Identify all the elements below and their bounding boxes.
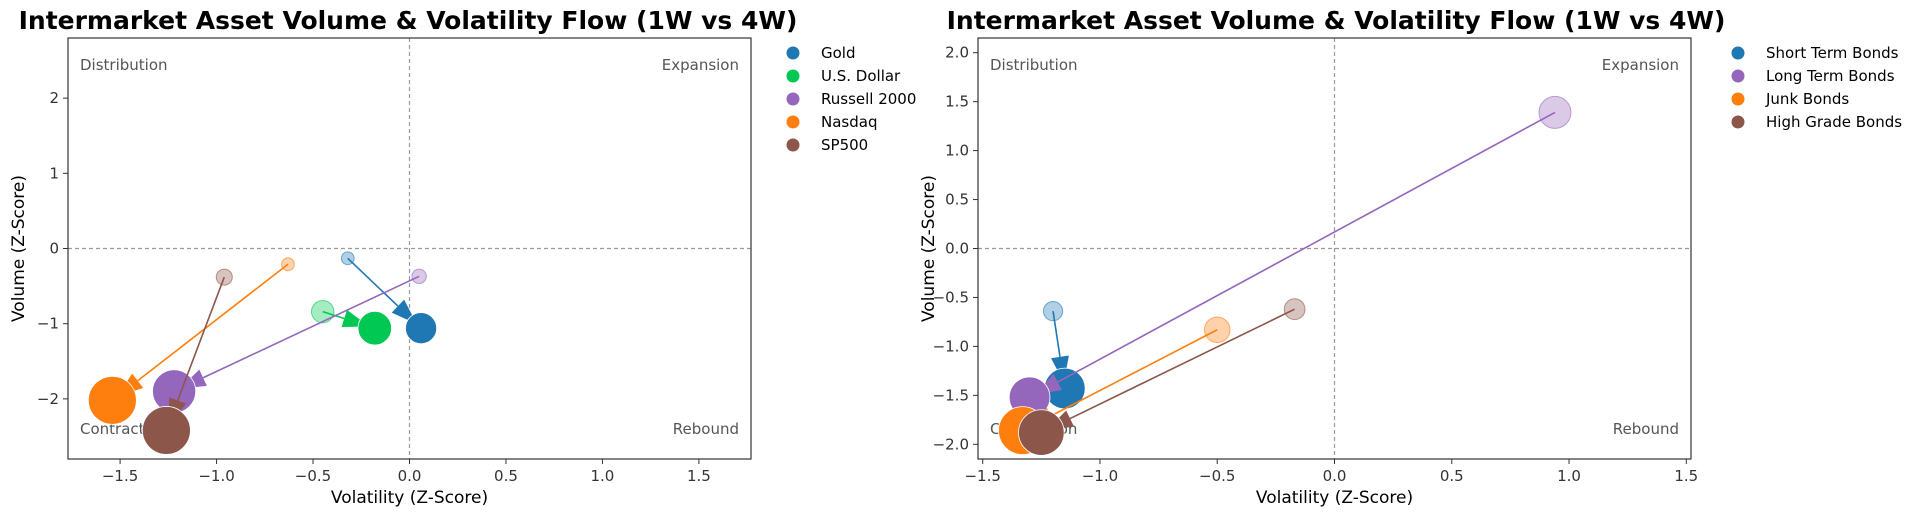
flow-arrow-line <box>1052 311 1061 357</box>
legend-entry: SP500 <box>821 136 868 154</box>
x-tick-label: −1.5 <box>964 467 1000 485</box>
legend-entry: High Grade Bonds <box>1766 113 1902 131</box>
y-tick-label: 2.0 <box>945 44 969 62</box>
legend-entry: Gold <box>821 44 856 62</box>
legend-marker <box>786 138 800 152</box>
legend: Short Term Bonds Long Term Bonds Junk Bond… <box>1731 44 1902 131</box>
x-tick-label: 0.0 <box>398 467 422 485</box>
x-tick-label: −1.0 <box>1082 467 1118 485</box>
y-tick-label: −2.0 <box>933 435 969 453</box>
y-tick-label: 1.0 <box>945 142 969 160</box>
flow-arrow-line <box>137 263 289 382</box>
flow-arrow-line <box>322 310 345 320</box>
y-tick-label: 0.5 <box>945 191 969 209</box>
flow-arrow-line <box>1050 329 1218 417</box>
series-sp500 <box>141 268 233 455</box>
legend-marker <box>786 46 800 60</box>
legend-marker <box>786 92 800 106</box>
legend-entry: U.S. Dollar <box>821 67 901 85</box>
bubble-end-1w <box>1018 409 1065 456</box>
chart-panel-1: Intermarket Asset Volume & Volatility Fl… <box>9 6 916 508</box>
quadrant-label-expansion: Expansion <box>1602 56 1679 74</box>
y-tick-label: −0.5 <box>933 288 969 306</box>
bubble-start-4w <box>310 299 335 324</box>
legend-marker <box>786 115 800 129</box>
series-nasdaq <box>87 257 295 425</box>
quadrant-label-rebound: Rebound <box>1613 420 1679 438</box>
flow-arrow-line <box>1069 308 1295 420</box>
legend-entry: Short Term Bonds <box>1766 44 1899 62</box>
legend-marker <box>786 69 800 83</box>
y-tick-label: 2 <box>49 89 59 107</box>
quadrant-label-rebound: Rebound <box>673 420 739 438</box>
flow-arrow-line <box>347 257 399 307</box>
quadrant-label-expansion: Expansion <box>662 56 739 74</box>
bubble-end-1w <box>141 406 191 455</box>
series-high-grade-bonds <box>1018 298 1306 456</box>
y-axis-label: Volume (Z-Score) <box>919 175 939 322</box>
legend-marker <box>1731 115 1745 129</box>
x-axis-label: Volatility (Z-Score) <box>1256 488 1413 508</box>
y-tick-label: −1.5 <box>933 386 969 404</box>
series-long-term-bonds <box>1008 95 1572 419</box>
x-tick-label: 1.0 <box>591 467 615 485</box>
series-gold <box>340 251 438 345</box>
quadrant-label-distribution: Distribution <box>80 56 168 74</box>
bubble-end-1w <box>357 310 392 346</box>
flow-arrow-line <box>176 276 226 401</box>
chart-title: Intermarket Asset Volume & Volatility Fl… <box>19 6 798 35</box>
x-tick-label: −1.0 <box>198 467 234 485</box>
x-tick-label: 0.5 <box>494 467 518 485</box>
x-axis-label: Volatility (Z-Score) <box>331 488 488 508</box>
y-tick-label: 0 <box>49 240 59 258</box>
y-tick-label: −1.0 <box>933 337 969 355</box>
x-tick-label: −0.5 <box>1199 467 1235 485</box>
bubble-end-1w <box>87 375 137 425</box>
y-tick-label: 0.0 <box>945 240 969 258</box>
series-u-s-dollar <box>310 299 392 346</box>
flow-arrow-line <box>1057 111 1556 383</box>
flow-arrow-line <box>202 275 420 379</box>
y-tick-label: 1 <box>49 164 59 182</box>
y-axis-label: Volume (Z-Score) <box>9 175 29 322</box>
x-tick-label: 1.5 <box>687 467 711 485</box>
y-tick-label: −2 <box>37 390 59 408</box>
x-tick-label: −1.5 <box>102 467 138 485</box>
bubble-end-1w <box>405 312 438 345</box>
quadrant-label-distribution: Distribution <box>990 56 1078 74</box>
x-tick-label: 0.0 <box>1323 467 1347 485</box>
legend-marker <box>1731 69 1745 83</box>
y-tick-label: 1.5 <box>945 93 969 111</box>
chart-title: Intermarket Asset Volume & Volatility Fl… <box>947 6 1726 35</box>
x-tick-label: 0.5 <box>1440 467 1464 485</box>
x-tick-label: 1.0 <box>1557 467 1581 485</box>
chart-panel-2: Intermarket Asset Volume & Volatility Fl… <box>919 6 1902 508</box>
legend-marker <box>1731 46 1745 60</box>
x-tick-label: −0.5 <box>295 467 331 485</box>
legend-entry: Russell 2000 <box>821 90 916 108</box>
legend: Gold U.S. Dollar Russell 2000 Nasdaq SP500 <box>786 44 916 154</box>
legend-entry: Junk Bonds <box>1765 90 1849 108</box>
legend-entry: Nasdaq <box>821 113 877 131</box>
legend-entry: Long Term Bonds <box>1766 67 1895 85</box>
legend-marker <box>1731 92 1745 106</box>
y-tick-label: −1 <box>37 315 59 333</box>
x-tick-label: 1.5 <box>1674 467 1698 485</box>
